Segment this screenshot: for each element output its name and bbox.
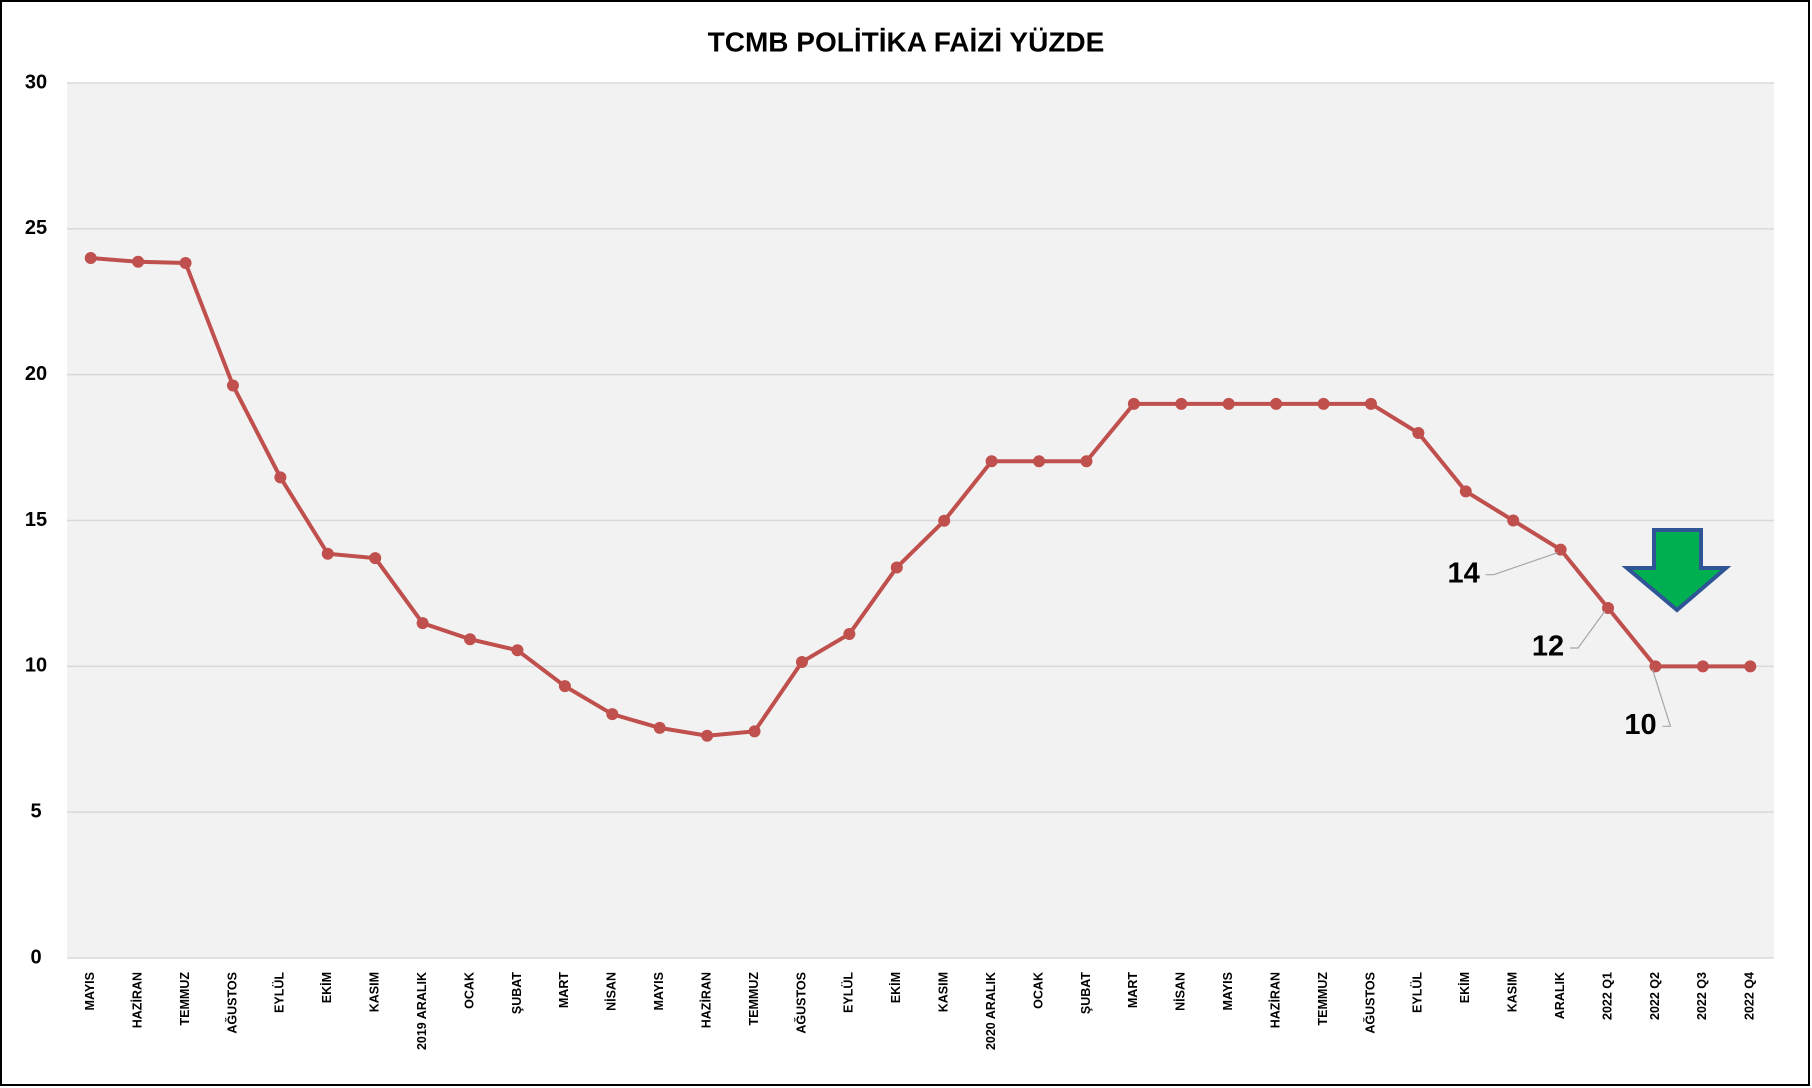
x-tick-label: EKİM xyxy=(1457,972,1472,1003)
data-label: 10 xyxy=(1624,709,1656,741)
grid: 0 5 10 15 20 25 30 MAYIS HAZİRAN TEMMUZ AĞUSTOS EYL… xyxy=(25,71,1774,1050)
point xyxy=(1364,397,1377,410)
point xyxy=(1127,397,1140,410)
point xyxy=(1507,514,1520,527)
point xyxy=(843,627,856,640)
point xyxy=(1080,455,1093,468)
x-tick-label: 2022 Q4 xyxy=(1743,972,1757,1020)
point xyxy=(1317,397,1330,410)
x-tick-label: MAYIS xyxy=(652,972,666,1010)
x-tick-label: HAZİRAN xyxy=(129,972,144,1028)
point xyxy=(511,644,524,657)
point xyxy=(701,729,714,742)
line xyxy=(90,256,1751,738)
point xyxy=(1554,543,1567,556)
point xyxy=(1459,485,1472,498)
y-tick-label: 30 xyxy=(25,71,47,93)
x-tick-label: EYLÜL xyxy=(1410,972,1425,1013)
point xyxy=(1649,660,1662,673)
point xyxy=(84,252,97,264)
y-tick-label: 20 xyxy=(25,363,47,385)
x-tick-label: EKİM xyxy=(319,972,334,1003)
x-tick-label: AĞUSTOS xyxy=(224,972,239,1034)
x-tick-label: ŞUBAT xyxy=(1079,972,1093,1014)
point xyxy=(1175,397,1188,410)
y-tick-label: 25 xyxy=(25,217,47,239)
x-tick-label: 2022 Q1 xyxy=(1600,972,1614,1020)
data-label: 14 xyxy=(1447,557,1479,589)
x-tick-label: AĞUSTOS xyxy=(1362,972,1377,1034)
point xyxy=(985,455,998,468)
x-tick-label: NİSAN xyxy=(1173,972,1188,1011)
point xyxy=(1744,660,1757,673)
point xyxy=(653,721,666,734)
x-tick-label: MAYIS xyxy=(1221,972,1235,1010)
data-label: 12 xyxy=(1532,631,1564,663)
point xyxy=(226,379,239,392)
x-tick-label: TEMMUZ xyxy=(178,972,192,1026)
x-tick-label: MART xyxy=(557,972,571,1008)
x-tick-label: EKİM xyxy=(888,972,903,1003)
x-tick-label: OCAK xyxy=(462,972,476,1009)
point xyxy=(1412,427,1425,439)
point xyxy=(890,561,903,574)
point xyxy=(1033,455,1046,468)
down-arrow xyxy=(1621,528,1732,613)
point xyxy=(274,471,287,484)
point xyxy=(1222,397,1235,410)
point xyxy=(132,255,145,268)
point xyxy=(606,708,619,721)
point xyxy=(748,725,761,738)
x-tick-label: OCAK xyxy=(1031,972,1045,1009)
point xyxy=(795,655,808,668)
x-tick-label: MART xyxy=(1126,972,1140,1008)
x-tick-label: ŞUBAT xyxy=(510,972,524,1014)
leader-line xyxy=(1485,552,1558,576)
chart-title: TCMB POLİTİKA FAİZİ YÜZDE xyxy=(708,26,1105,57)
x-tick-label: EYLÜL xyxy=(272,972,287,1013)
point xyxy=(416,617,429,630)
point xyxy=(938,514,951,527)
x-tick-label: TEMMUZ xyxy=(1316,972,1330,1026)
leader-line xyxy=(1651,669,1672,727)
x-tick-label: NİSAN xyxy=(604,972,619,1011)
x-tick-label: AĞUSTOS xyxy=(793,972,808,1034)
x-tick-label: 2022 Q3 xyxy=(1695,972,1709,1020)
point xyxy=(1270,397,1283,410)
y-tick-label: 5 xyxy=(30,800,41,822)
point xyxy=(179,256,192,269)
x-tick-label: HAZİRAN xyxy=(698,972,713,1028)
leader-line xyxy=(1570,610,1606,649)
y-tick-label: 0 xyxy=(30,946,41,968)
point xyxy=(321,547,334,560)
point xyxy=(369,552,382,565)
x-tick-label: KASIM xyxy=(368,972,382,1012)
point xyxy=(464,633,477,646)
x-tick-label: ARALIK xyxy=(1553,972,1567,1019)
point xyxy=(558,680,571,693)
y-tick-label: 10 xyxy=(25,655,47,677)
x-tick-label: 2020 ARALIK xyxy=(984,972,998,1050)
x-tick-label: HAZİRAN xyxy=(1267,972,1282,1028)
x-tick-label: KASIM xyxy=(1506,972,1520,1012)
y-tick-label: 15 xyxy=(25,509,47,531)
point xyxy=(1696,660,1709,673)
x-tick-label: EYLÜL xyxy=(841,972,856,1013)
x-tick-label: 2019 ARALIK xyxy=(415,972,429,1050)
x-tick-label: MAYIS xyxy=(83,972,97,1010)
x-tick-label: TEMMUZ xyxy=(747,972,761,1026)
x-tick-label: KASIM xyxy=(937,972,951,1012)
marks: 14 12 10 xyxy=(84,252,1757,742)
x-tick-label: 2022 Q2 xyxy=(1648,972,1662,1020)
